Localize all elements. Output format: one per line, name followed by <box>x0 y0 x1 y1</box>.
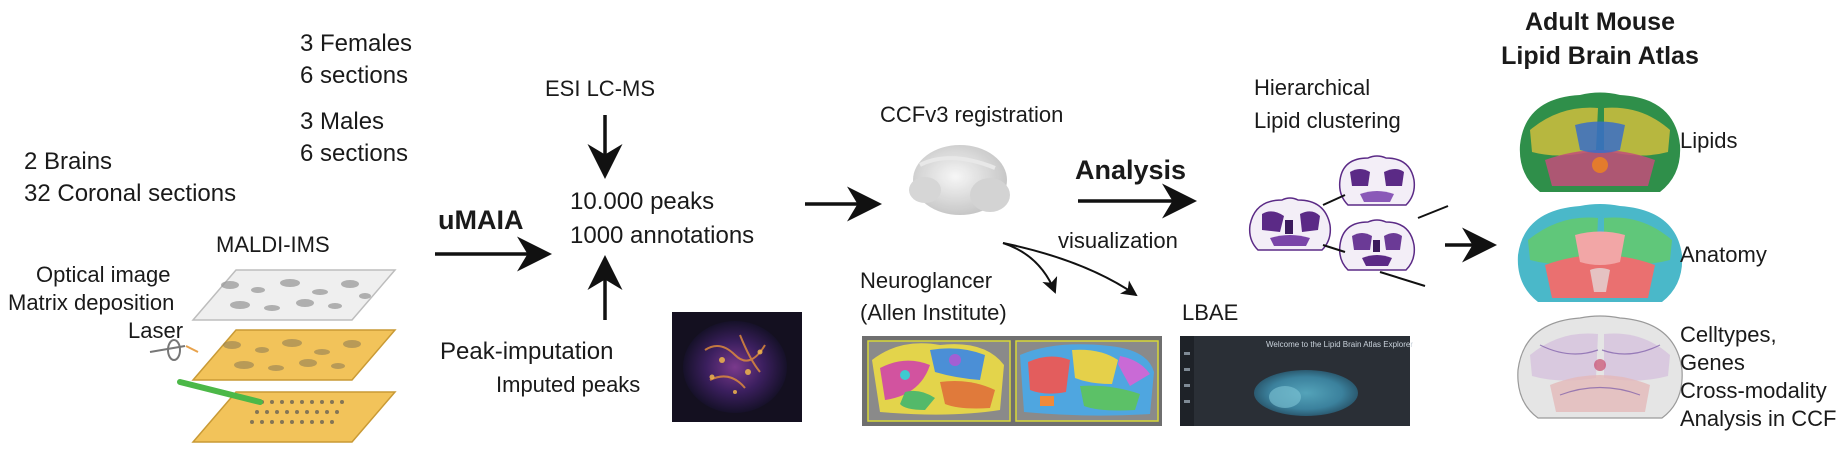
imputed-peaks-label: Imputed peaks <box>496 372 641 397</box>
females-sections-label: 6 sections <box>300 62 409 89</box>
brains-label: 2 Brains <box>24 148 113 175</box>
atlas-title-line2: Lipid Brain Atlas <box>1501 42 1699 70</box>
visualization-label: visualization <box>1058 228 1178 253</box>
clustering-brains <box>1248 155 1449 287</box>
cross-modality-label: Cross-modality <box>1680 378 1827 403</box>
atlas-anatomy-brain <box>1517 204 1683 302</box>
matrix-slide <box>191 329 397 381</box>
laser-beam <box>177 379 263 405</box>
optical-image-label: Optical image <box>36 262 171 287</box>
atlas-title-line1: Adult Mouse <box>1525 8 1675 36</box>
males-sections-label: 6 sections <box>300 140 409 167</box>
lbae-screen-title: Welcome to the Lipid Brain Atlas Explore… <box>1266 340 1414 349</box>
lbae-screenshot <box>1180 336 1410 426</box>
neuroglancer-label: Neuroglancer <box>860 268 993 293</box>
cluster-brain-top <box>1338 155 1416 206</box>
imputed-peaks-image <box>672 312 802 422</box>
genes-label: Genes <box>1680 350 1745 375</box>
ccf-brain-image <box>909 145 1010 215</box>
arrow-lbae <box>1002 242 1138 297</box>
atlas-celltypes-brain <box>1517 315 1683 419</box>
coronal-sections-label: 32 Coronal sections <box>24 180 237 207</box>
maldi-slides <box>149 269 397 443</box>
esi-lcms-label: ESI LC-MS <box>545 76 656 101</box>
lipids-label: Lipids <box>1680 128 1738 153</box>
cluster-brain-bottom <box>1338 219 1416 271</box>
arrow-neuroglancer <box>1002 242 1058 294</box>
peaks-count-label: 10.000 peaks <box>570 188 715 215</box>
matrix-deposition-label: Matrix deposition <box>8 290 175 315</box>
anatomy-label: Anatomy <box>1680 242 1767 267</box>
umaia-label: uMAIA <box>438 205 524 235</box>
females-label: 3 Females <box>300 30 413 57</box>
annotations-count-label: 1000 annotations <box>570 222 755 249</box>
celltypes-label: Celltypes, <box>1680 322 1777 347</box>
lipid-clustering-label: Lipid clustering <box>1254 108 1401 133</box>
analysis-in-ccf-label: Analysis in CCF <box>1680 406 1837 431</box>
peak-imputation-label: Peak-imputation <box>440 338 614 365</box>
ccf-registration-label: CCFv3 registration <box>880 102 1064 127</box>
males-label: 3 Males <box>300 108 385 135</box>
laser-label: Laser <box>128 318 184 343</box>
hierarchical-label: Hierarchical <box>1254 75 1371 100</box>
analysis-label: Analysis <box>1075 155 1187 185</box>
laser-slide <box>191 391 397 443</box>
atlas-lipid-brain <box>1519 92 1681 192</box>
cluster-brain-left <box>1248 197 1332 251</box>
maldi-ims-label: MALDI-IMS <box>216 232 330 257</box>
lbae-label: LBAE <box>1182 300 1239 325</box>
sprayer-icon <box>149 339 199 361</box>
allen-institute-label: (Allen Institute) <box>860 300 1007 325</box>
neuroglancer-screenshot <box>862 336 1162 426</box>
